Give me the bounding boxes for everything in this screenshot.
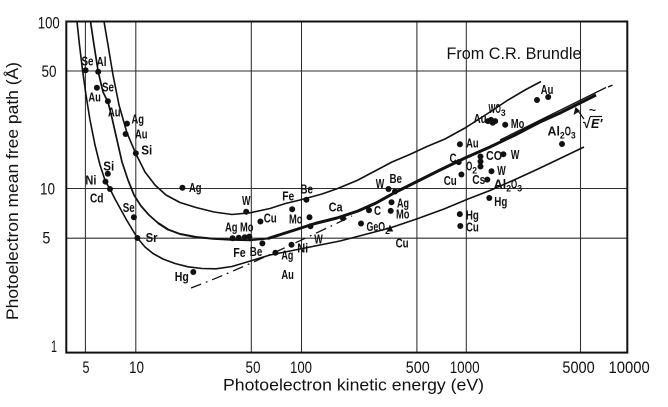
svg-text:O2: O2 bbox=[466, 159, 477, 176]
svg-text:Sr: Sr bbox=[146, 231, 158, 245]
svg-text:Ag: Ag bbox=[225, 221, 238, 235]
svg-text:1: 1 bbox=[51, 338, 57, 356]
svg-text:Hg: Hg bbox=[466, 209, 479, 223]
svg-text:Photoelectron kinetic energy (: Photoelectron kinetic energy (eV) bbox=[223, 376, 484, 395]
svg-text:C: C bbox=[450, 152, 457, 166]
svg-text:5: 5 bbox=[83, 359, 90, 377]
svg-text:From C.R. Brundle: From C.R. Brundle bbox=[447, 44, 582, 63]
svg-text:Cd: Cd bbox=[90, 191, 104, 205]
svg-text:CO: CO bbox=[486, 149, 502, 163]
svg-text:Se: Se bbox=[123, 201, 135, 215]
svg-text:Si: Si bbox=[103, 159, 114, 173]
svg-text:W: W bbox=[314, 232, 323, 246]
svg-text:Fe: Fe bbox=[233, 246, 246, 260]
svg-text:Ni: Ni bbox=[297, 242, 308, 256]
svg-text:Al: Al bbox=[97, 55, 107, 69]
svg-text:Ca: Ca bbox=[329, 201, 344, 215]
svg-text:Au: Au bbox=[474, 112, 487, 126]
svg-text:Au: Au bbox=[135, 128, 148, 142]
svg-text:100: 100 bbox=[290, 359, 312, 377]
svg-text:Au: Au bbox=[108, 106, 121, 120]
svg-text:Ag: Ag bbox=[397, 197, 409, 211]
svg-text:Photoelectron mean free path (: Photoelectron mean free path (Å) bbox=[3, 62, 22, 320]
svg-text:50: 50 bbox=[42, 63, 57, 81]
svg-text:Ag: Ag bbox=[132, 113, 145, 127]
svg-text:Au: Au bbox=[281, 268, 294, 282]
svg-text:Ni: Ni bbox=[85, 173, 96, 187]
svg-text:Be: Be bbox=[250, 245, 263, 259]
svg-text:W: W bbox=[511, 148, 520, 162]
svg-text:10: 10 bbox=[129, 359, 144, 377]
svg-text:100: 100 bbox=[38, 15, 60, 33]
svg-text:10: 10 bbox=[40, 180, 55, 198]
svg-text:Au: Au bbox=[466, 137, 479, 151]
svg-text:Mo: Mo bbox=[289, 213, 303, 227]
svg-text:Al2O3: Al2O3 bbox=[494, 177, 522, 194]
svg-text:Be: Be bbox=[390, 172, 403, 186]
svg-text:Hg: Hg bbox=[175, 270, 189, 284]
svg-text:1000: 1000 bbox=[450, 359, 480, 377]
svg-text:WO3: WO3 bbox=[489, 102, 506, 119]
svg-text:W: W bbox=[242, 194, 251, 208]
svg-text:Se: Se bbox=[102, 81, 114, 95]
svg-text:500: 500 bbox=[406, 359, 430, 377]
svg-text:E′: E′ bbox=[591, 117, 603, 131]
svg-text:Mo: Mo bbox=[396, 208, 410, 222]
svg-text:Cu: Cu bbox=[396, 237, 409, 251]
svg-text:Mo: Mo bbox=[511, 117, 525, 131]
svg-text:Cu: Cu bbox=[444, 174, 457, 188]
svg-text:GeO2: GeO2 bbox=[367, 220, 390, 237]
svg-text:Cu: Cu bbox=[264, 212, 277, 226]
svg-text:W: W bbox=[376, 177, 385, 191]
svg-text:Al2O3: Al2O3 bbox=[548, 124, 576, 141]
svg-text:Ag: Ag bbox=[281, 249, 293, 263]
svg-text:Hg: Hg bbox=[494, 195, 507, 209]
svg-text:Ag: Ag bbox=[189, 181, 202, 195]
svg-text:Fe: Fe bbox=[282, 189, 294, 203]
svg-text:50: 50 bbox=[246, 359, 261, 377]
svg-text:5: 5 bbox=[42, 230, 50, 248]
svg-text:Au: Au bbox=[541, 83, 554, 97]
svg-text:Be: Be bbox=[300, 183, 313, 197]
svg-text:Au: Au bbox=[88, 91, 101, 105]
svg-text:C: C bbox=[374, 204, 381, 218]
svg-text:5000: 5000 bbox=[562, 359, 594, 377]
svg-text:Si: Si bbox=[141, 144, 152, 158]
svg-text:W: W bbox=[497, 164, 506, 178]
svg-text:10000: 10000 bbox=[609, 359, 650, 377]
svg-text:√: √ bbox=[583, 115, 591, 131]
svg-text:~: ~ bbox=[589, 103, 596, 117]
svg-text:Mo: Mo bbox=[240, 221, 254, 235]
svg-text:Se: Se bbox=[82, 54, 94, 68]
svg-text:Cu: Cu bbox=[466, 220, 479, 234]
svg-text:Cs: Cs bbox=[472, 173, 485, 187]
